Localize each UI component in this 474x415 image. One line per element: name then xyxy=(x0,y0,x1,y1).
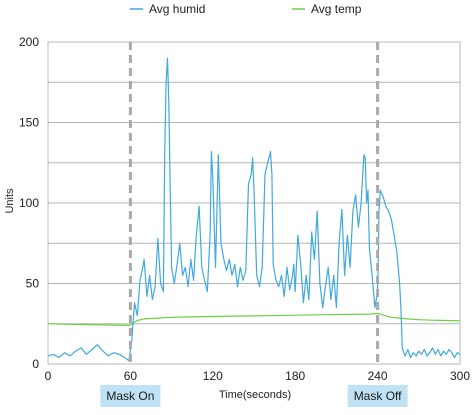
series-lines xyxy=(47,57,461,362)
grid-lines xyxy=(47,41,461,365)
y-tick-label: 150 xyxy=(19,116,39,130)
annotation-box xyxy=(100,385,161,407)
x-tick-label: 300 xyxy=(450,369,470,383)
x-tick-label: 60 xyxy=(124,369,138,383)
x-tick-label: 120 xyxy=(203,369,223,383)
y-axis-ticks: 0 50 100 150 200 xyxy=(19,35,39,371)
annotation-label: Mask On xyxy=(106,389,154,403)
x-tick-label: 0 xyxy=(45,369,52,383)
y-tick-label: 100 xyxy=(19,196,39,210)
x-axis-title: Time(seconds) xyxy=(219,389,291,401)
legend: Avg humid Avg temp xyxy=(130,2,362,16)
annotation-label: Mask Off xyxy=(354,389,402,403)
y-axis-title: Units xyxy=(4,188,16,214)
y-tick-label: 0 xyxy=(32,357,39,371)
x-tick-label: 240 xyxy=(368,369,388,383)
x-tick-label: 180 xyxy=(285,369,305,383)
legend-entry: Avg humid xyxy=(149,2,205,16)
y-tick-label: 50 xyxy=(26,277,40,291)
series-line-avg-humid xyxy=(47,57,461,362)
annotation-box xyxy=(347,385,408,407)
legend-entry: Avg temp xyxy=(311,2,362,16)
x-axis-ticks: 0 60 120 180 240 300 xyxy=(45,369,471,383)
annotation-markers: Mask On Mask Off xyxy=(100,42,408,407)
y-tick-label: 200 xyxy=(19,35,39,49)
